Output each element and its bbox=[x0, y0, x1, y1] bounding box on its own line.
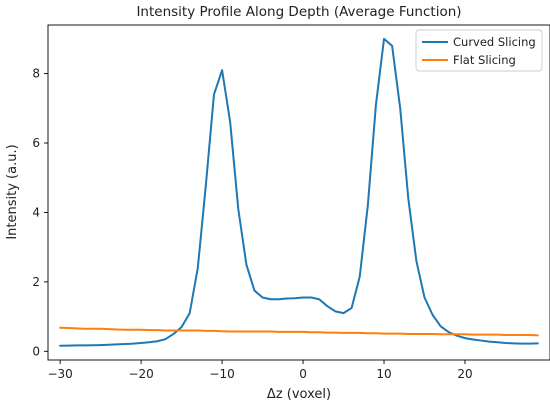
y-axis-label: Intensity (a.u.) bbox=[5, 144, 20, 239]
y-tick-label: 6 bbox=[32, 136, 40, 150]
series-line-2 bbox=[59, 326, 539, 337]
chart-title: Intensity Profile Along Depth (Average F… bbox=[136, 4, 461, 20]
x-tick-label: −20 bbox=[128, 367, 153, 381]
y-tick-label: 4 bbox=[32, 205, 40, 219]
series-line-1 bbox=[59, 37, 539, 347]
x-tick-label: 20 bbox=[457, 367, 472, 381]
x-tick-label: −30 bbox=[47, 367, 72, 381]
plot-frame bbox=[47, 24, 550, 361]
legend-label: Curved Slicing bbox=[453, 35, 536, 49]
y-tick-label: 8 bbox=[32, 67, 40, 81]
legend-label: Flat Slicing bbox=[453, 53, 516, 67]
x-tick-label: 0 bbox=[299, 367, 307, 381]
y-tick-label: 2 bbox=[32, 275, 40, 289]
x-tick-label: 10 bbox=[376, 367, 391, 381]
legend: Curved Slicing Flat Slicing bbox=[415, 29, 543, 72]
y-tick-label: 0 bbox=[32, 344, 40, 358]
x-axis-label: Δz (voxel) bbox=[267, 387, 331, 402]
x-tick-label: −10 bbox=[209, 367, 234, 381]
